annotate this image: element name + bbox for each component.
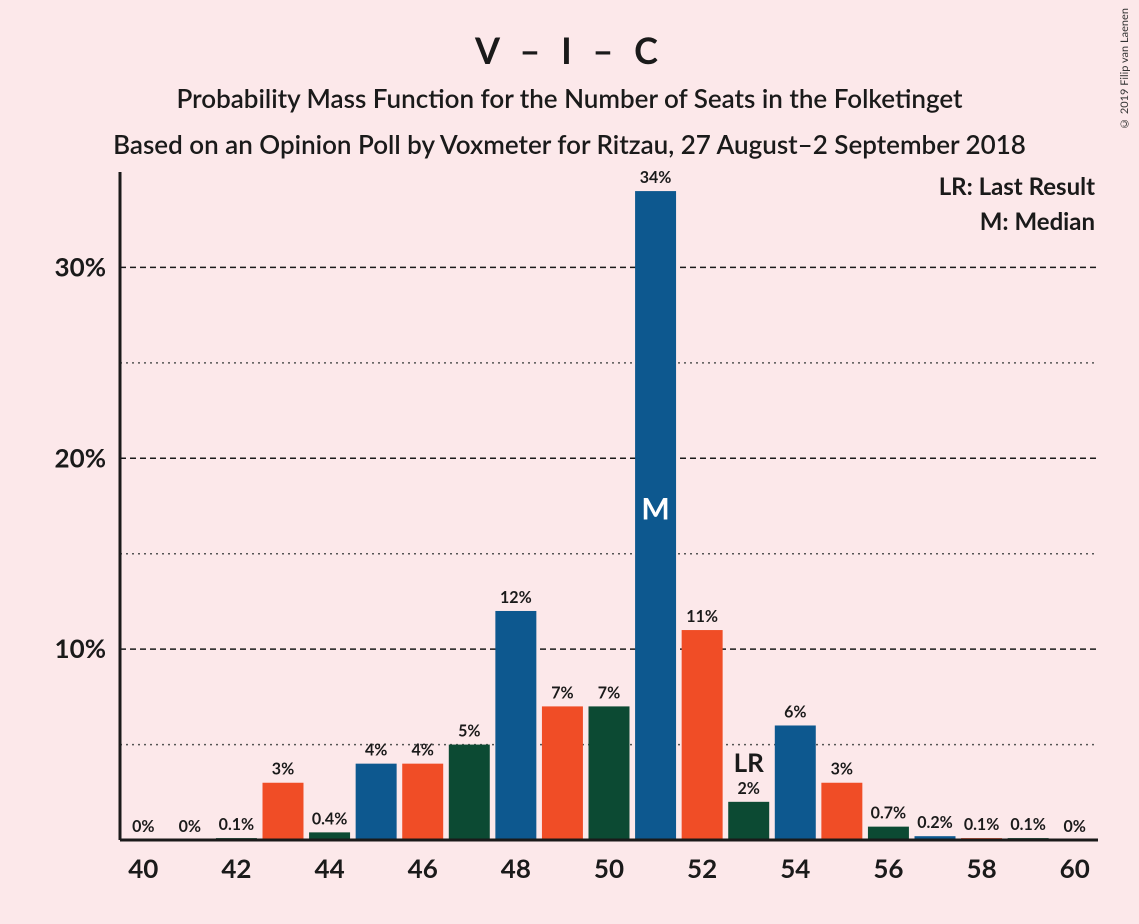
- x-tick-label: 56: [873, 852, 903, 884]
- bar-value-label: 4%: [412, 741, 434, 760]
- bar-value-label: 0.1%: [964, 815, 999, 834]
- last-result-marker: LR: [734, 746, 765, 778]
- y-tick-label: 20%: [55, 441, 106, 473]
- bar-value-label: 0.1%: [1010, 815, 1045, 834]
- bar: [449, 745, 490, 840]
- median-marker: M: [641, 491, 669, 527]
- bar-value-label: 4%: [365, 741, 387, 760]
- bar-value-label: 0.1%: [219, 815, 254, 834]
- bar-value-label: 12%: [500, 588, 532, 607]
- x-tick-label: 44: [314, 852, 344, 884]
- bar-value-label: 34%: [640, 168, 672, 187]
- bar: [821, 783, 862, 840]
- bar-value-label: 3%: [272, 760, 294, 779]
- bar-value-label: 3%: [831, 760, 853, 779]
- bar: [589, 706, 630, 840]
- bar-value-label: 0.2%: [917, 813, 952, 832]
- bar: [728, 802, 769, 840]
- bar-value-label: 0.4%: [312, 809, 347, 828]
- bar-value-label: 11%: [686, 607, 718, 626]
- bar-value-label: 0.7%: [871, 804, 906, 823]
- x-tick-label: 50: [594, 852, 624, 884]
- x-tick-label: 60: [1060, 852, 1090, 884]
- y-tick-label: 30%: [55, 250, 106, 282]
- x-tick-label: 42: [221, 852, 251, 884]
- bar: [542, 706, 583, 840]
- bar-value-label: 0%: [1064, 817, 1086, 836]
- y-tick-label: 10%: [55, 632, 106, 664]
- bar: [356, 764, 397, 840]
- bar: [263, 783, 304, 840]
- x-tick-label: 54: [780, 852, 810, 884]
- bar-value-label: 7%: [551, 683, 573, 702]
- pmf-bar-chart: 0% 0% 0.1% 3% 0.4% 4% 4% 5% 12% 7% 7% 34% M 11% 2%LR 6%…: [0, 0, 1138, 900]
- bar-value-label: 6%: [784, 702, 806, 721]
- bar: [495, 611, 536, 840]
- bar-value-label: 5%: [458, 722, 480, 741]
- bar: [682, 630, 723, 840]
- x-tick-label: 48: [501, 852, 531, 884]
- x-tick-label: 58: [966, 852, 996, 884]
- x-tick-label: 52: [687, 852, 717, 884]
- bar: [402, 764, 443, 840]
- x-tick-label: 40: [128, 852, 158, 884]
- bar-value-label: 7%: [598, 683, 620, 702]
- bar-value-label: 2%: [738, 779, 760, 798]
- bar: [868, 827, 909, 840]
- x-tick-label: 46: [408, 852, 438, 884]
- bar-value-label: 0%: [179, 817, 201, 836]
- bar: [775, 725, 816, 840]
- bar-value-label: 0%: [132, 817, 154, 836]
